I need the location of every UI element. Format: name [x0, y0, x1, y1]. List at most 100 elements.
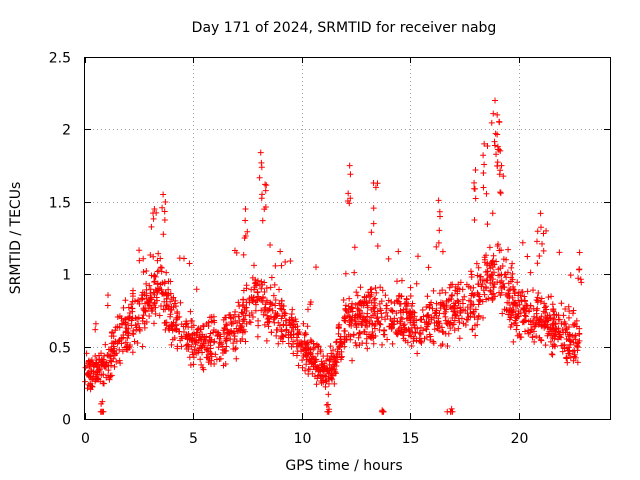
data-point	[385, 255, 392, 262]
data-point	[161, 280, 168, 287]
data-point	[404, 339, 411, 346]
data-point	[347, 171, 354, 178]
data-point	[515, 297, 522, 304]
data-point	[322, 383, 329, 390]
data-point	[490, 110, 497, 117]
data-point	[351, 314, 358, 321]
data-point	[431, 320, 438, 327]
data-point	[112, 327, 119, 334]
data-point	[491, 281, 498, 288]
data-point	[330, 353, 337, 360]
data-point	[449, 291, 456, 298]
data-point	[160, 191, 167, 198]
data-point	[372, 184, 379, 191]
data-point	[323, 402, 330, 409]
data-point	[352, 339, 359, 346]
data-point	[231, 333, 238, 340]
y-axis-label: SRMTID / TECUs	[8, 182, 24, 295]
data-point	[454, 290, 461, 297]
data-point	[487, 280, 494, 287]
x-axis-label: GPS time / hours	[285, 458, 402, 474]
data-point	[151, 272, 158, 279]
data-point	[567, 341, 574, 348]
data-point	[332, 370, 339, 377]
data-point	[538, 337, 545, 344]
data-point	[307, 337, 314, 344]
data-point	[161, 216, 168, 223]
data-point	[513, 314, 520, 321]
data-point	[527, 269, 534, 276]
data-point	[104, 302, 111, 309]
data-point	[325, 391, 332, 398]
data-point	[493, 151, 500, 158]
data-point	[332, 358, 339, 365]
data-point	[247, 319, 254, 326]
data-point	[397, 329, 404, 336]
data-point	[534, 314, 541, 321]
data-point	[403, 315, 410, 322]
data-point	[490, 252, 497, 259]
data-point	[558, 334, 565, 341]
data-point	[302, 367, 309, 374]
data-point	[304, 323, 311, 330]
data-point	[533, 296, 540, 303]
data-point	[288, 328, 295, 335]
data-point	[240, 296, 247, 303]
data-point	[549, 301, 556, 308]
data-point	[544, 332, 551, 339]
data-point	[535, 321, 542, 328]
data-point	[379, 341, 386, 348]
data-point	[99, 408, 106, 415]
data-point	[437, 299, 444, 306]
data-point	[371, 308, 378, 315]
data-point	[361, 300, 368, 307]
data-point	[108, 352, 115, 359]
data-point	[112, 324, 119, 331]
data-point	[491, 138, 498, 145]
data-point	[403, 296, 410, 303]
data-point	[125, 332, 132, 339]
data-point	[550, 315, 557, 322]
data-point	[469, 290, 476, 297]
data-point	[398, 293, 405, 300]
data-point	[87, 373, 94, 380]
data-point	[446, 296, 453, 303]
data-point	[372, 295, 379, 302]
data-point	[431, 326, 438, 333]
data-point	[184, 341, 191, 348]
data-point	[442, 313, 449, 320]
data-point	[417, 338, 424, 345]
data-point	[492, 97, 499, 104]
data-point	[393, 310, 400, 317]
data-point	[407, 328, 414, 335]
data-point	[249, 313, 256, 320]
data-point	[275, 319, 282, 326]
data-point	[135, 320, 142, 327]
data-point	[122, 329, 129, 336]
data-point	[426, 304, 433, 311]
data-point	[236, 303, 243, 310]
data-point	[483, 190, 490, 197]
data-point	[382, 292, 389, 299]
data-point	[548, 351, 555, 358]
data-point	[325, 370, 332, 377]
data-point	[521, 293, 528, 300]
data-point	[259, 281, 266, 288]
data-point	[505, 280, 512, 287]
data-point	[303, 361, 310, 368]
data-point	[511, 286, 518, 293]
data-point	[128, 301, 135, 308]
data-point	[131, 338, 138, 345]
data-point	[125, 304, 132, 311]
data-point	[85, 381, 92, 388]
data-point	[393, 297, 400, 304]
data-point	[475, 264, 482, 271]
data-point	[205, 322, 212, 329]
data-point	[197, 356, 204, 363]
data-point	[435, 239, 442, 246]
data-point	[377, 307, 384, 314]
data-point	[406, 312, 413, 319]
data-point	[305, 345, 312, 352]
data-point	[414, 350, 421, 357]
data-point	[527, 317, 534, 324]
